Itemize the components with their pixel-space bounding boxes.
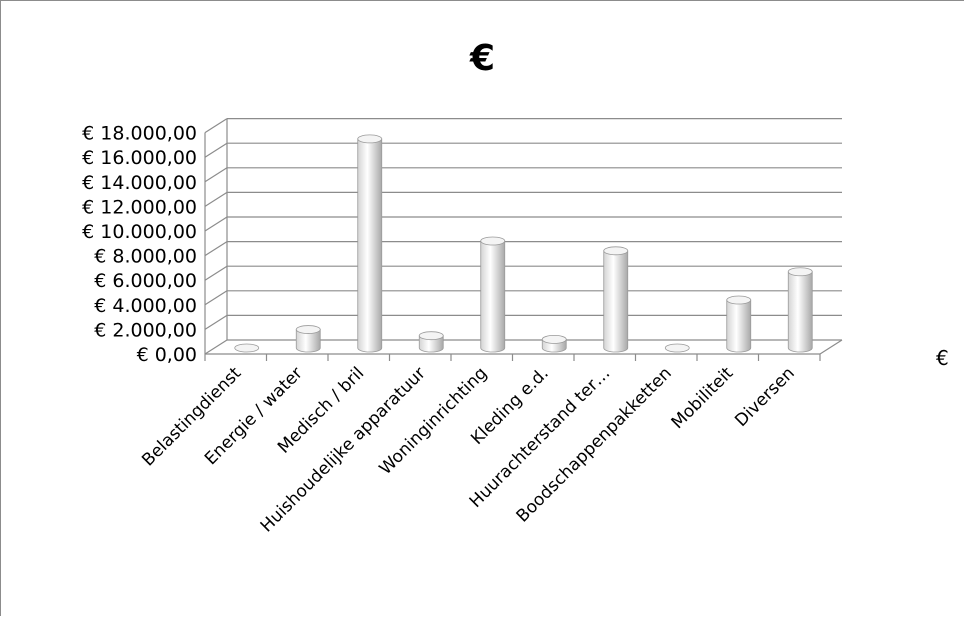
- gridline-side: [204, 216, 228, 232]
- chart-title: €: [469, 38, 496, 79]
- gridline-side: [204, 142, 228, 158]
- y-tick-label: € 8.000,00: [94, 246, 197, 268]
- bar: [418, 331, 444, 353]
- bar: [234, 343, 260, 353]
- gridline-side: [204, 339, 228, 355]
- bar: [603, 246, 629, 353]
- legend-entry: €: [936, 346, 949, 370]
- x-tick-label: Woninginrichting: [376, 363, 492, 479]
- y-tick-label: € 12.000,00: [82, 196, 197, 218]
- y-tick-label: € 4.000,00: [94, 295, 197, 317]
- bar: [541, 334, 567, 353]
- bar: [664, 343, 690, 353]
- y-tick-label: € 0,00: [137, 344, 197, 366]
- bar: [480, 236, 506, 353]
- gridline-side: [204, 191, 228, 207]
- floor-edge: [819, 339, 843, 355]
- gridline-side: [204, 241, 228, 257]
- y-tick-label: € 16.000,00: [82, 147, 197, 169]
- x-tick-label: Mobiliteit: [668, 363, 738, 433]
- bar: [357, 134, 383, 353]
- bar: [295, 325, 321, 353]
- gridline-side: [204, 290, 228, 306]
- y-tick-label: € 2.000,00: [94, 319, 197, 341]
- y-tick-label: € 18.000,00: [82, 123, 197, 145]
- y-tick-labels: € 0,00 € 2.000,00€ 4.000,00 € 6.000,00€ 8.…: [82, 123, 197, 366]
- gridline-side: [204, 167, 228, 183]
- bars: [234, 134, 813, 353]
- x-tick-label: Diversen: [731, 363, 798, 430]
- bar: [787, 267, 813, 353]
- bar: [726, 295, 752, 353]
- axes: [204, 118, 843, 361]
- gridlines: [204, 117, 842, 355]
- y-tick-label: € 10.000,00: [82, 221, 197, 243]
- y-tick-label: € 6.000,00: [94, 270, 197, 292]
- gridline-side: [204, 265, 228, 281]
- gridline-side: [204, 118, 228, 134]
- gridline-side: [204, 314, 228, 330]
- y-tick-label: € 14.000,00: [82, 172, 197, 194]
